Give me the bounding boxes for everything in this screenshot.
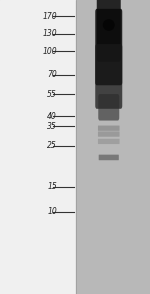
FancyBboxPatch shape [98, 126, 120, 131]
Text: 100: 100 [42, 47, 57, 56]
Ellipse shape [103, 19, 115, 31]
Text: 55: 55 [47, 90, 57, 98]
FancyBboxPatch shape [95, 44, 122, 109]
FancyBboxPatch shape [95, 9, 122, 85]
Text: 170: 170 [42, 12, 57, 21]
Text: 70: 70 [47, 71, 57, 79]
FancyBboxPatch shape [98, 139, 120, 144]
FancyBboxPatch shape [97, 0, 121, 62]
FancyBboxPatch shape [99, 155, 119, 160]
Text: 40: 40 [47, 112, 57, 121]
Text: 10: 10 [47, 207, 57, 216]
Bar [0, 0, 76, 294]
Text: 15: 15 [47, 182, 57, 191]
FancyBboxPatch shape [98, 94, 119, 121]
Text: 35: 35 [47, 122, 57, 131]
FancyBboxPatch shape [98, 131, 120, 137]
Text: 130: 130 [42, 29, 57, 38]
Bar [76, 0, 150, 294]
Text: 25: 25 [47, 141, 57, 150]
